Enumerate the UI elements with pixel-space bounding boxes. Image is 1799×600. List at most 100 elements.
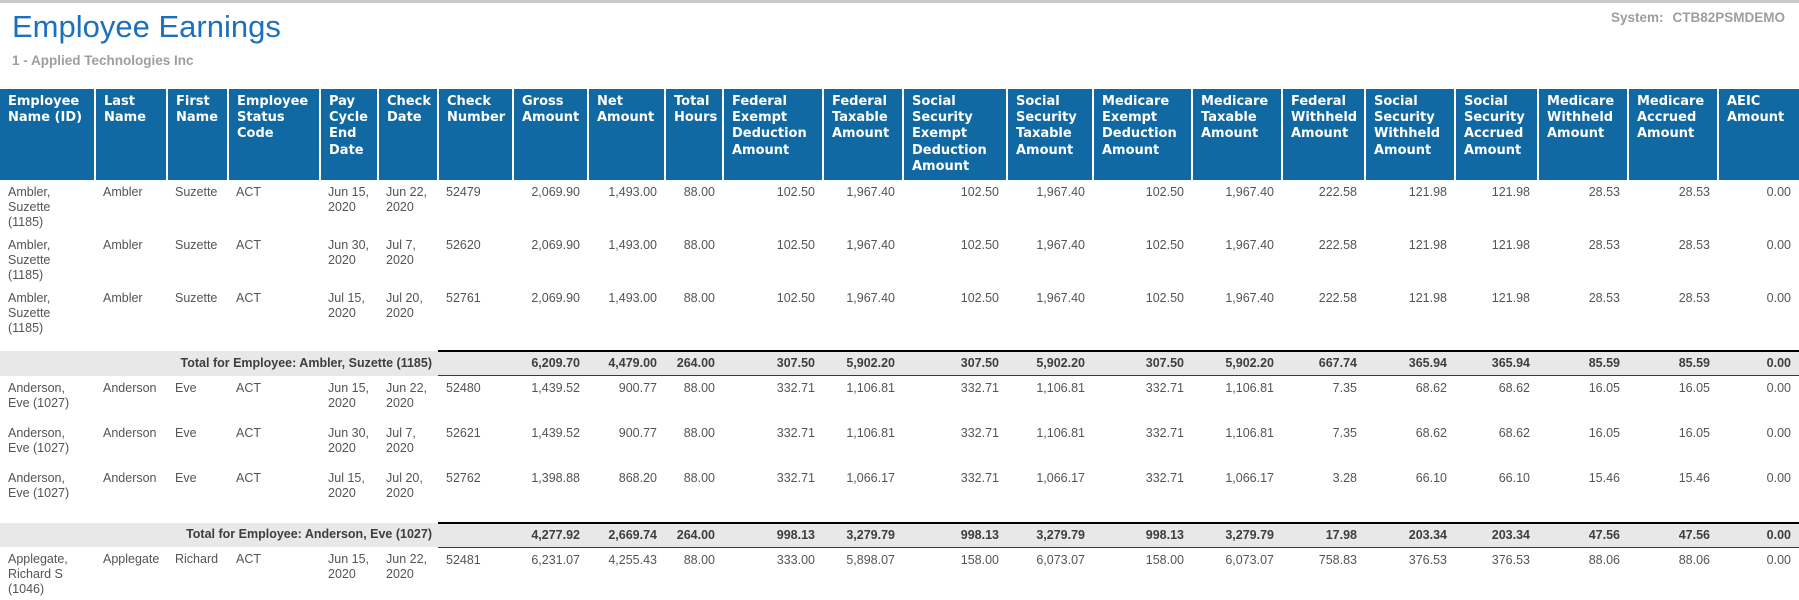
cell: Jun 15, 2020 [328, 380, 370, 410]
total-value-cell: 264.00 [665, 350, 723, 377]
cell: 102.50 [1145, 185, 1184, 200]
cell: 332.71 [1145, 470, 1184, 485]
cell: 3.28 [1332, 470, 1357, 485]
cell: ACT [236, 552, 261, 567]
cell: 102.50 [960, 185, 999, 200]
cell: 332.71 [1145, 425, 1184, 440]
cell: Jun 22, 2020 [386, 380, 428, 410]
column-header: Check Number [437, 89, 513, 181]
cell: 16.05 [1588, 425, 1620, 440]
cell: 1,066.17 [1036, 470, 1085, 485]
column-header: Check Date [377, 89, 438, 181]
total-value-cell: 264.00 [665, 521, 723, 548]
total-value-cell: 4,277.92 [513, 521, 588, 548]
cell: Suzette [175, 185, 218, 200]
cell: 28.53 [1588, 185, 1620, 200]
cell: 900.77 [618, 425, 657, 440]
cell: 158.00 [1145, 552, 1184, 567]
cell: Ambler [103, 238, 143, 253]
cell: 16.05 [1678, 425, 1710, 440]
total-value-cell: 365.94 [1455, 350, 1538, 377]
cell: Jul 7, 2020 [386, 238, 416, 268]
report-header: Employee Earnings System: CTB82PSMDEMO 1 … [0, 3, 1799, 68]
cell: Anderson [103, 470, 157, 485]
cell: Jun 15, 2020 [328, 185, 370, 215]
cell: 121.98 [1408, 291, 1447, 306]
table-row: Ambler, Suzette (1185) Ambler Suzette ACT Ju… [0, 233, 1799, 286]
cell: 1,066.17 [1225, 470, 1274, 485]
table-row: Anderson, Eve (1027) Anderson Eve ACT Jun 15… [0, 376, 1799, 421]
cell: Eve [175, 470, 197, 485]
cell: 0.00 [1766, 470, 1791, 485]
cell: 16.05 [1678, 381, 1710, 396]
cell: 333.00 [776, 552, 815, 567]
company-subtitle: 1 - Applied Technologies Inc [12, 53, 194, 68]
total-value-cell: 3,279.79 [1192, 521, 1282, 548]
cell: 332.71 [960, 381, 999, 396]
table-body: Ambler, Suzette (1185) Ambler Suzette ACT Ju… [0, 180, 1799, 600]
total-label: Total for Employee: Ambler, Suzette (118… [0, 351, 438, 376]
cell: 1,967.40 [1036, 185, 1085, 200]
cell: 102.50 [1145, 291, 1184, 306]
cell: 68.62 [1498, 425, 1530, 440]
cell: 102.50 [776, 185, 815, 200]
cell: 6,231.07 [531, 552, 580, 567]
total-value-cell: 47.56 [1628, 521, 1718, 548]
cell: ACT [236, 470, 261, 485]
total-value-cell: 0.00 [1718, 521, 1799, 548]
total-value-cell: 307.50 [1093, 350, 1192, 377]
cell: 1,967.40 [1225, 185, 1274, 200]
cell: Jul 20, 2020 [386, 470, 423, 500]
cell: 88.00 [683, 185, 715, 200]
cell: 0.00 [1766, 185, 1791, 200]
cell: 1,493.00 [608, 185, 657, 200]
cell: Ambler, Suzette (1185) [8, 291, 51, 336]
cell: Applegate, Richard S (1046) [8, 552, 68, 597]
column-header: Federal Taxable Amount [822, 89, 903, 181]
cell: 52481 [446, 552, 481, 567]
cell: Jun 30, 2020 [328, 425, 370, 455]
cell: Jun 22, 2020 [386, 552, 428, 582]
cell: Jul 20, 2020 [386, 291, 423, 321]
cell: 222.58 [1318, 238, 1357, 253]
cell: 222.58 [1318, 291, 1357, 306]
cell: 1,493.00 [608, 291, 657, 306]
cell: 2,069.90 [531, 291, 580, 306]
total-value-cell: 6,209.70 [513, 350, 588, 377]
column-header: AEIC Amount [1717, 89, 1799, 181]
cell: Anderson, Eve (1027) [8, 470, 70, 500]
total-gap-cell [438, 350, 513, 377]
cell: 1,967.40 [1036, 238, 1085, 253]
cell: 16.05 [1588, 381, 1620, 396]
table-row: Applegate, Richard S (1046) Applegate Rich… [0, 547, 1799, 600]
cell: 758.83 [1318, 552, 1357, 567]
total-value-cell: 998.13 [723, 521, 823, 548]
cell: 1,398.88 [531, 470, 580, 485]
cell: 1,967.40 [846, 238, 895, 253]
total-value-cell: 3,279.79 [1007, 521, 1093, 548]
cell: 28.53 [1678, 185, 1710, 200]
cell: 1,106.81 [846, 425, 895, 440]
cell: Jun 30, 2020 [328, 238, 370, 268]
cell: 5,898.07 [846, 552, 895, 567]
column-header: Federal Exempt Deduction Amount [722, 89, 823, 181]
cell: 332.71 [776, 381, 815, 396]
total-value-cell: 3,279.79 [823, 521, 903, 548]
column-header: Social Security Accrued Amount [1454, 89, 1538, 181]
cell: Anderson [103, 380, 157, 395]
total-value-cell: 85.59 [1628, 350, 1718, 377]
cell: 121.98 [1491, 238, 1530, 253]
cell: 66.10 [1498, 470, 1530, 485]
cell: 88.06 [1588, 552, 1620, 567]
cell: Suzette [175, 238, 218, 253]
cell: Ambler [103, 185, 143, 200]
cell: 158.00 [960, 552, 999, 567]
total-value-cell: 307.50 [903, 350, 1007, 377]
cell: 332.71 [960, 470, 999, 485]
cell: 1,106.81 [1036, 381, 1085, 396]
column-header: Social Security Withheld Amount [1364, 89, 1455, 181]
table-row: Ambler, Suzette (1185) Ambler Suzette ACT Ju… [0, 180, 1799, 233]
cell: 0.00 [1766, 552, 1791, 567]
cell: 28.53 [1678, 238, 1710, 253]
cell: 102.50 [960, 238, 999, 253]
